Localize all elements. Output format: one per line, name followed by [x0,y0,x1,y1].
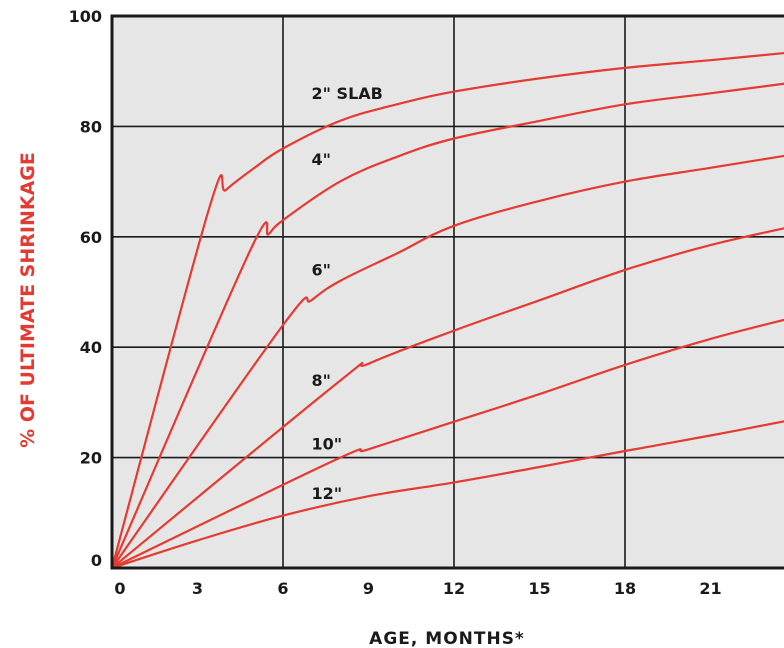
series-label-4: 10" [312,434,343,453]
x-tick-label: 21 [699,579,721,598]
series-line-1 [110,82,784,569]
series-line-5 [111,420,784,570]
y-tick-label: 0 [91,551,102,570]
plot-frame [110,14,784,570]
series-line-4 [111,318,784,569]
y-tick-label: 60 [80,228,102,247]
y-tick-label: 100 [69,7,102,26]
x-axis-label: AGE, MONTHS* [369,629,525,648]
x-tick-label: 15 [528,579,550,598]
x-tick-label: 9 [363,579,374,598]
x-tick-label: 12 [443,579,465,598]
x-tick-label: 18 [614,579,636,598]
x-tick-label: 3 [192,579,203,598]
x-tick-label: 0 [114,579,125,598]
y-tick-label: 80 [80,117,102,136]
series-label-5: 12" [312,484,343,503]
series-label-0: 2" SLAB [312,84,383,103]
series-line-3 [111,227,784,569]
series-label-3: 8" [312,371,331,390]
series-line-2 [111,154,784,569]
series-label-1: 4" [312,150,331,169]
y-tick-label: 40 [80,338,102,357]
y-tick-label: 20 [80,449,102,468]
series-line-0 [110,51,784,569]
series-label-2: 6" [312,260,331,279]
x-tick-label: 6 [277,579,288,598]
y-axis-label: % OF ULTIMATE SHRINKAGE [17,152,39,448]
